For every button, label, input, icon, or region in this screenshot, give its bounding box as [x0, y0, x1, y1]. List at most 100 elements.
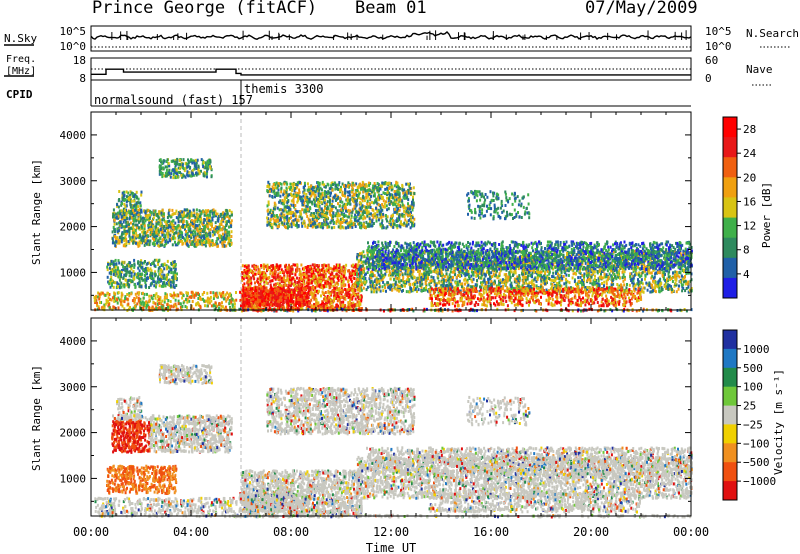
power-cell: [104, 302, 107, 306]
power-cell: [174, 166, 177, 170]
power-cell: [138, 269, 141, 273]
power-cell: [138, 277, 141, 281]
power-cell: [211, 218, 214, 222]
power-cell: [266, 303, 269, 307]
power-cell: [346, 215, 349, 219]
power-cell: [111, 241, 114, 245]
power-cell: [282, 270, 285, 274]
power-cell: [339, 304, 342, 307]
power-cell: [173, 260, 176, 264]
power-cell: [163, 267, 166, 271]
power-cell: [177, 232, 180, 236]
power-cell: [337, 276, 339, 280]
power-cell: [169, 307, 172, 311]
power-cell: [367, 190, 369, 194]
power-cell: [223, 216, 226, 220]
power-cell: [296, 223, 298, 227]
power-cell: [337, 295, 340, 299]
power-cell: [197, 217, 200, 221]
power-cell: [130, 209, 133, 213]
power-cell: [196, 232, 199, 236]
power-cell: [162, 212, 165, 216]
power-cell: [357, 272, 360, 276]
power-cell: [118, 272, 121, 276]
power-cell: [150, 276, 152, 280]
power-cell: [282, 295, 285, 299]
power-cell: [230, 235, 233, 238]
power-cell: [350, 301, 353, 305]
power-cell: [308, 289, 311, 292]
power-cell: [249, 279, 252, 283]
power-cell: [187, 170, 190, 174]
power-cell: [248, 268, 251, 272]
power-cell: [182, 223, 185, 227]
power-cell: [386, 191, 389, 195]
power-cell: [203, 299, 206, 303]
power-cell: [306, 294, 309, 297]
power-cell: [128, 292, 131, 296]
power-cell: [224, 293, 227, 297]
power-cell: [413, 217, 416, 221]
power-cell: [181, 242, 184, 246]
power-cell: [219, 228, 221, 232]
power-cell: [271, 269, 274, 273]
power-cell: [403, 209, 406, 213]
power-cell: [155, 307, 158, 310]
power-cell: [144, 238, 147, 242]
power-cell: [228, 225, 230, 229]
power-cell: [123, 214, 126, 218]
power-cell: [169, 239, 171, 243]
power-cell: [276, 264, 279, 268]
power-cell: [348, 212, 351, 216]
power-cell: [350, 285, 353, 289]
power-cell: [140, 224, 143, 228]
power-cell: [108, 280, 111, 283]
power-cell: [320, 283, 323, 287]
power-cell: [218, 291, 221, 295]
power-cell: [183, 212, 185, 216]
power-cell: [287, 224, 289, 228]
power-cell: [142, 303, 145, 307]
power-cell: [369, 182, 372, 185]
power-cell: [289, 296, 292, 300]
power-cell: [271, 291, 274, 295]
power-cell: [134, 193, 137, 197]
power-cell: [349, 299, 351, 303]
power-cell: [140, 226, 143, 230]
power-cell: [112, 272, 115, 276]
power-cell: [221, 244, 224, 248]
power-cell: [241, 302, 244, 305]
power-cell: [320, 225, 323, 229]
power-cell: [108, 282, 111, 286]
power-cell: [165, 168, 168, 172]
power-cell: [348, 193, 351, 197]
power-cell: [319, 303, 322, 307]
power-cell: [243, 264, 246, 268]
noise-panel: 10^5 10^0 10^5 10^0: [60, 25, 732, 53]
power-cell: [306, 223, 309, 227]
power-cell: [169, 285, 172, 289]
power-cell: [126, 269, 128, 273]
power-cell: [197, 297, 200, 300]
power-cell: [297, 291, 300, 294]
power-cell: [176, 175, 179, 179]
power-cell: [141, 266, 144, 270]
power-cell: [127, 229, 130, 233]
power-cell: [122, 225, 125, 229]
power-cell: [206, 165, 209, 169]
power-cell: [162, 282, 165, 285]
power-cell: [354, 293, 357, 297]
power-cell: [329, 187, 332, 191]
power-cell: [133, 237, 136, 241]
power-cell: [129, 201, 132, 205]
power-cell: [329, 281, 332, 285]
power-cell: [408, 184, 411, 188]
power-cell: [288, 274, 291, 278]
power-cell: [167, 224, 170, 228]
power-cell: [165, 224, 168, 228]
power-cell: [193, 244, 196, 248]
power-cell: [161, 233, 164, 237]
power-cell: [175, 294, 178, 298]
power-cell: [350, 274, 352, 278]
power-cell: [309, 291, 312, 295]
